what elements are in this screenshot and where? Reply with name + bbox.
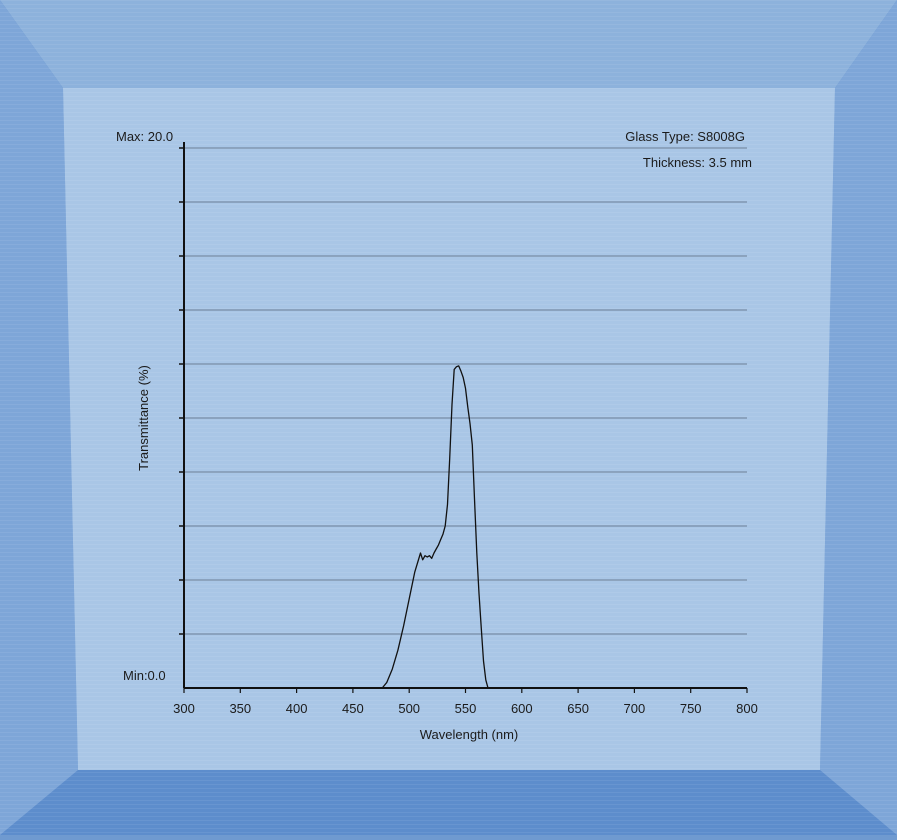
x-tick-label-750: 750 bbox=[680, 701, 702, 716]
x-tick-label-550: 550 bbox=[455, 701, 477, 716]
y-max-label: Max: 20.0 bbox=[116, 129, 173, 144]
y-axis-label: Transmittance (%) bbox=[136, 365, 151, 471]
y-min-label: Min:0.0 bbox=[123, 668, 166, 683]
x-tick-label-800: 800 bbox=[736, 701, 758, 716]
x-tick-label-700: 700 bbox=[624, 701, 646, 716]
glass-type-annotation: Glass Type: S8008G bbox=[625, 129, 745, 144]
x-tick-label-500: 500 bbox=[398, 701, 420, 716]
x-tick-label-350: 350 bbox=[229, 701, 251, 716]
thickness-annotation: Thickness: 3.5 mm bbox=[643, 155, 752, 170]
gridlines bbox=[184, 147, 747, 635]
x-axis-tick-labels: 300 350 400 450 500 550 600 650 700 750 800 bbox=[173, 688, 758, 716]
x-tick-label-650: 650 bbox=[567, 701, 589, 716]
transmittance-curve bbox=[184, 365, 747, 689]
x-tick-label-400: 400 bbox=[286, 701, 308, 716]
x-tick-label-300: 300 bbox=[173, 701, 195, 716]
x-axis-label: Wavelength (nm) bbox=[420, 727, 519, 742]
x-tick-label-600: 600 bbox=[511, 701, 533, 716]
x-tick-label-450: 450 bbox=[342, 701, 364, 716]
